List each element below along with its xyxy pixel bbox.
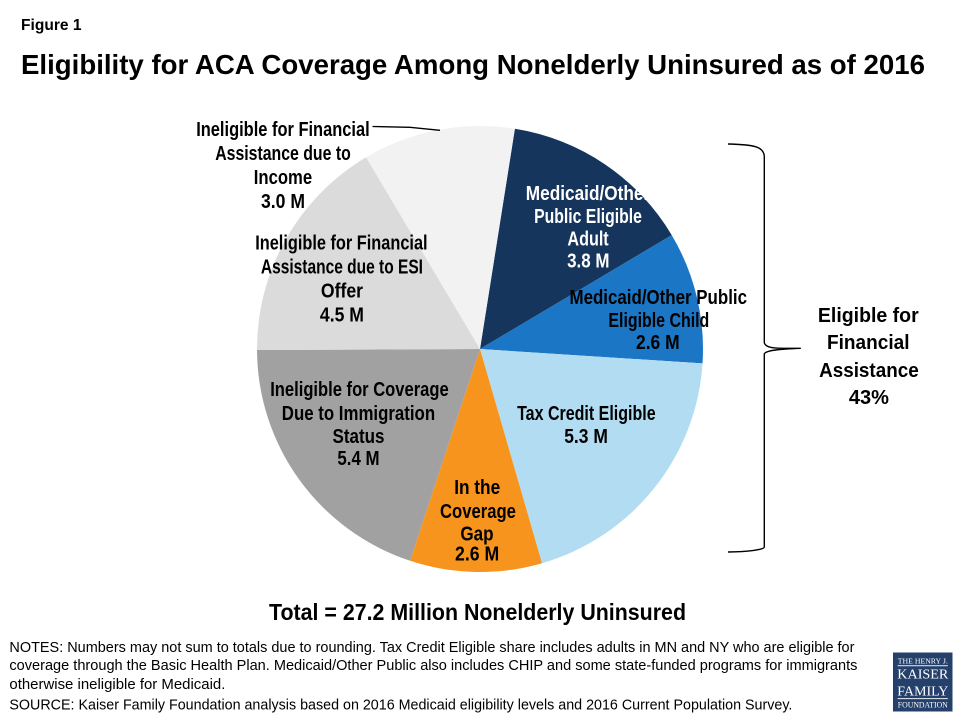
svg-text:Offer: Offer bbox=[321, 281, 363, 303]
svg-text:Due to Immigration: Due to Immigration bbox=[282, 403, 435, 425]
svg-text:2.6 M: 2.6 M bbox=[455, 544, 499, 566]
svg-text:Income: Income bbox=[254, 167, 312, 189]
svg-text:SOURCE: Kaiser Family Foundati: SOURCE: Kaiser Family Foundation analysi… bbox=[9, 698, 792, 714]
svg-text:Ineligible for Financial: Ineligible for Financial bbox=[255, 233, 427, 255]
svg-text:3.8 M: 3.8 M bbox=[567, 251, 609, 273]
svg-text:Figure 1: Figure 1 bbox=[21, 17, 82, 34]
svg-text:Assistance due to ESI: Assistance due to ESI bbox=[261, 257, 423, 279]
svg-text:2.6 M: 2.6 M bbox=[636, 332, 680, 354]
svg-text:Adult: Adult bbox=[567, 229, 609, 251]
svg-text:Ineligible for Financial: Ineligible for Financial bbox=[196, 119, 370, 141]
svg-text:Financial: Financial bbox=[827, 331, 910, 354]
svg-text:coverage through the Basic He: coverage through the Basic Health Plan. … bbox=[9, 658, 857, 674]
svg-text:NOTES: Numbers may not sum to: NOTES: Numbers may not sum to totals due… bbox=[9, 640, 854, 656]
svg-text:Assistance: Assistance bbox=[819, 359, 919, 382]
svg-text:Ineligible for Coverage: Ineligible for Coverage bbox=[270, 379, 449, 401]
svg-text:Total = 27.2 Million Nonelder: Total = 27.2 Million Nonelderly Uninsure… bbox=[269, 599, 686, 625]
svg-text:4.5 M: 4.5 M bbox=[320, 305, 364, 327]
svg-text:In the: In the bbox=[454, 477, 500, 499]
svg-text:Medicaid/Other Public: Medicaid/Other Public bbox=[570, 287, 748, 309]
svg-text:5.4 M: 5.4 M bbox=[337, 448, 379, 470]
svg-text:Medicaid/Other: Medicaid/Other bbox=[526, 183, 651, 205]
svg-text:Eligibility for ACA Coverage A: Eligibility for ACA Coverage Among Nonel… bbox=[21, 49, 925, 80]
svg-text:Eligible for: Eligible for bbox=[818, 304, 919, 327]
svg-text:Tax Credit Eligible: Tax Credit Eligible bbox=[517, 403, 656, 425]
svg-text:5.3 M: 5.3 M bbox=[564, 426, 608, 448]
svg-text:Coverage: Coverage bbox=[440, 501, 516, 523]
svg-text:Eligible Child: Eligible Child bbox=[608, 310, 709, 332]
svg-text:FOUNDATION: FOUNDATION bbox=[898, 700, 949, 710]
svg-text:43%: 43% bbox=[849, 386, 889, 409]
svg-text:KAISER: KAISER bbox=[897, 667, 948, 682]
svg-text:Gap: Gap bbox=[460, 524, 493, 546]
svg-text:FAMILY: FAMILY bbox=[897, 684, 948, 699]
svg-text:Public Eligible: Public Eligible bbox=[534, 206, 642, 228]
svg-text:Status: Status bbox=[333, 426, 385, 448]
svg-text:3.0 M: 3.0 M bbox=[261, 191, 305, 213]
svg-text:otherwise ineligible for Medic: otherwise ineligible for Medicaid. bbox=[9, 677, 225, 693]
svg-text:THE HENRY J.: THE HENRY J. bbox=[898, 658, 948, 666]
svg-text:Assistance due to: Assistance due to bbox=[215, 143, 351, 165]
